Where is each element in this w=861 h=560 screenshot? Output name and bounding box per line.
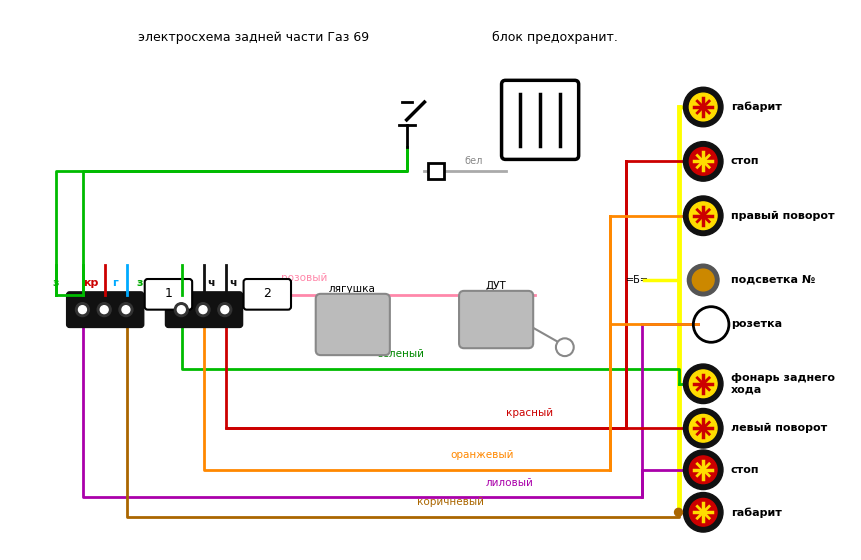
FancyBboxPatch shape: [502, 80, 579, 160]
FancyBboxPatch shape: [429, 164, 444, 179]
Text: з: з: [53, 278, 59, 288]
Circle shape: [119, 303, 133, 316]
FancyBboxPatch shape: [459, 291, 533, 348]
Text: ч: ч: [208, 278, 214, 288]
Circle shape: [684, 196, 723, 236]
Circle shape: [122, 306, 130, 314]
Text: правый поворот: правый поворот: [731, 211, 834, 221]
Text: электросхема задней части Газ 69: электросхема задней части Газ 69: [138, 31, 369, 44]
Text: лягушка: лягушка: [329, 284, 375, 294]
Text: 1: 1: [164, 287, 172, 300]
Text: з: з: [137, 278, 143, 288]
Circle shape: [690, 414, 717, 442]
Text: бел: бел: [464, 156, 482, 166]
Text: 2: 2: [263, 287, 271, 300]
Circle shape: [687, 264, 719, 296]
Circle shape: [97, 303, 111, 316]
FancyBboxPatch shape: [165, 292, 243, 328]
Circle shape: [177, 306, 185, 314]
Text: габарит: габарит: [731, 102, 782, 112]
FancyBboxPatch shape: [66, 292, 144, 328]
Text: стоп: стоп: [731, 465, 759, 475]
Circle shape: [76, 303, 90, 316]
Circle shape: [684, 450, 723, 489]
Circle shape: [690, 202, 717, 230]
Circle shape: [100, 306, 108, 314]
Text: з: з: [186, 278, 193, 288]
Circle shape: [690, 93, 717, 121]
Circle shape: [684, 142, 723, 181]
Circle shape: [690, 498, 717, 526]
Text: ДУТ: ДУТ: [486, 281, 506, 291]
Text: стоп: стоп: [731, 156, 759, 166]
Circle shape: [196, 303, 210, 316]
FancyBboxPatch shape: [145, 279, 192, 310]
Circle shape: [690, 370, 717, 398]
Circle shape: [692, 269, 714, 291]
Text: ч: ч: [229, 278, 237, 288]
Text: красный: красный: [505, 408, 553, 418]
Text: блок предохранит.: блок предохранит.: [492, 31, 618, 44]
Text: подсветка №: подсветка №: [731, 275, 815, 285]
Text: лиловый: лиловый: [486, 478, 534, 488]
Circle shape: [199, 306, 207, 314]
FancyBboxPatch shape: [316, 294, 390, 355]
Circle shape: [684, 408, 723, 448]
Text: габарит: габарит: [731, 507, 782, 517]
Text: зеленый: зеленый: [377, 349, 424, 359]
Circle shape: [684, 493, 723, 532]
Circle shape: [78, 306, 86, 314]
Text: розовый: розовый: [282, 273, 327, 283]
Text: кр: кр: [83, 278, 98, 288]
Circle shape: [175, 303, 189, 316]
Text: фонарь заднего
хода: фонарь заднего хода: [731, 373, 835, 395]
Text: =Б=: =Б=: [626, 275, 649, 285]
Text: коричневый: коричневый: [417, 497, 484, 507]
Text: левый поворот: левый поворот: [731, 423, 827, 433]
Text: розетка: розетка: [731, 320, 782, 329]
Circle shape: [218, 303, 232, 316]
Circle shape: [220, 306, 229, 314]
Text: г: г: [112, 278, 118, 288]
Circle shape: [674, 508, 683, 516]
Text: оранжевый: оранжевый: [450, 450, 514, 460]
Circle shape: [684, 87, 723, 127]
Circle shape: [690, 456, 717, 484]
Circle shape: [684, 364, 723, 404]
Circle shape: [690, 147, 717, 175]
FancyBboxPatch shape: [244, 279, 291, 310]
